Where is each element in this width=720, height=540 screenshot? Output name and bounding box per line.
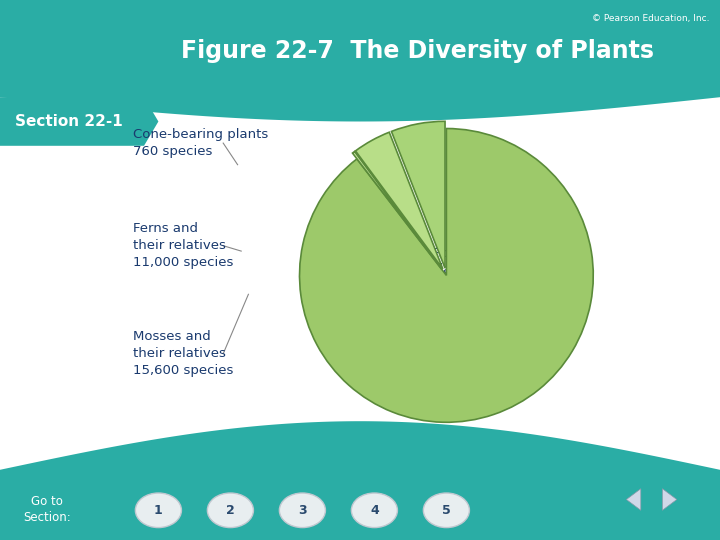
Polygon shape	[0, 421, 720, 540]
Bar	[0, 0, 720, 97]
Text: Cone-bearing plants
760 species: Cone-bearing plants 760 species	[133, 128, 269, 158]
Text: Section 22-1: Section 22-1	[14, 114, 122, 129]
Text: Mosses and
their relatives
15,600 species: Mosses and their relatives 15,600 specie…	[133, 330, 233, 377]
Text: Ferns and
their relatives
11,000 species: Ferns and their relatives 11,000 species	[133, 222, 233, 269]
Text: Flowering
plants
235,000 species: Flowering plants 235,000 species	[432, 246, 541, 294]
Text: Figure 22-7  The Diversity of Plants: Figure 22-7 The Diversity of Plants	[181, 39, 654, 63]
Text: 2: 2	[226, 504, 235, 517]
Wedge shape	[356, 132, 443, 269]
Polygon shape	[626, 489, 641, 510]
Circle shape	[135, 493, 181, 528]
Text: Go to
Section:: Go to Section:	[23, 495, 71, 524]
Text: © Pearson Education, Inc.: © Pearson Education, Inc.	[592, 14, 709, 23]
Text: 3: 3	[298, 504, 307, 517]
Circle shape	[207, 493, 253, 528]
Polygon shape	[0, 97, 158, 146]
Wedge shape	[392, 122, 445, 268]
Wedge shape	[353, 151, 442, 269]
Polygon shape	[0, 0, 720, 122]
Text: 4: 4	[370, 504, 379, 517]
Circle shape	[423, 493, 469, 528]
Wedge shape	[300, 129, 593, 422]
Circle shape	[279, 493, 325, 528]
Circle shape	[351, 493, 397, 528]
Text: 1: 1	[154, 504, 163, 517]
Polygon shape	[662, 489, 677, 510]
Text: 5: 5	[442, 504, 451, 517]
